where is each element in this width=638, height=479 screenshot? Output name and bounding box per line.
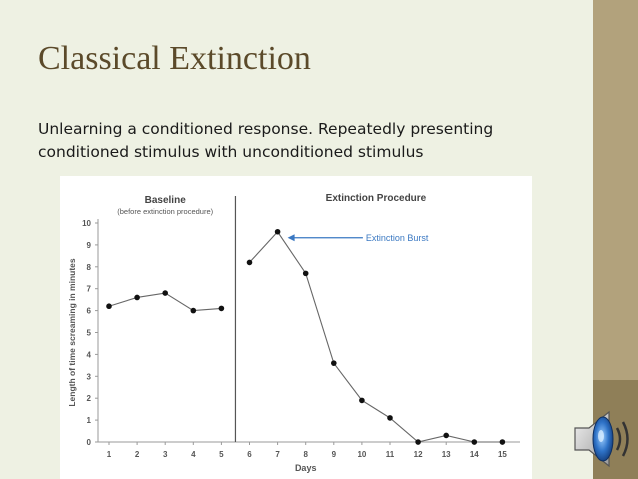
series-line-extinction (249, 230, 503, 443)
y-tick-label: 5 (87, 329, 92, 338)
data-point (190, 307, 197, 314)
x-tick-label: 15 (498, 450, 507, 459)
y-tick-label: 9 (87, 241, 92, 250)
data-point (387, 415, 393, 421)
y-tick-label: 2 (87, 394, 92, 403)
panel-title-baseline: Baseline (145, 195, 187, 206)
y-axis-label: Length of time screaming in minutes (67, 258, 77, 407)
data-point (443, 432, 450, 439)
data-point (162, 290, 168, 296)
x-tick-label: 14 (470, 450, 479, 459)
data-point (302, 270, 309, 277)
x-tick-label: 5 (219, 450, 224, 459)
slide-body-text: Unlearning a conditioned response. Repea… (38, 120, 494, 161)
annotation-arrowhead (287, 234, 295, 242)
x-tick-label: 3 (163, 450, 168, 459)
data-point (359, 397, 365, 404)
chart-area (60, 176, 532, 479)
x-tick-label: 11 (386, 450, 395, 459)
x-tick-label: 6 (247, 450, 252, 459)
y-tick-label: 3 (87, 372, 92, 381)
x-tick-label: 1 (107, 450, 112, 459)
data-point (471, 439, 478, 445)
panel-title-extinction: Extinction Procedure (326, 193, 427, 204)
y-tick-label: 10 (82, 219, 91, 228)
y-tick-label: 0 (87, 438, 92, 447)
slide-title: Classical Extinction (38, 40, 311, 77)
x-tick-label: 2 (135, 450, 140, 459)
y-tick-label: 7 (87, 285, 92, 294)
x-tick-label: 8 (303, 450, 308, 459)
data-point (218, 305, 225, 312)
speaker-audio-icon[interactable] (569, 404, 638, 474)
y-tick-label: 8 (87, 263, 92, 272)
y-tick-label: 4 (87, 350, 92, 359)
annotation-label: Extinction Burst (366, 233, 429, 243)
data-point (134, 294, 140, 301)
x-tick-label: 9 (332, 450, 337, 459)
x-tick-label: 10 (357, 450, 366, 459)
data-point (331, 360, 337, 366)
panel-subtitle-baseline: (before extinction procedure) (117, 207, 213, 216)
data-point (499, 439, 506, 445)
y-tick-label: 6 (87, 307, 92, 316)
data-point (274, 228, 281, 235)
x-tick-label: 13 (442, 450, 451, 459)
x-tick-label: 7 (275, 450, 280, 459)
y-tick-label: 1 (87, 416, 92, 425)
x-tick-label: 4 (191, 450, 196, 459)
data-point (106, 303, 112, 310)
data-point (246, 259, 253, 266)
x-tick-label: 12 (414, 450, 423, 459)
x-axis-label: Days (295, 463, 317, 473)
data-point (415, 439, 421, 445)
